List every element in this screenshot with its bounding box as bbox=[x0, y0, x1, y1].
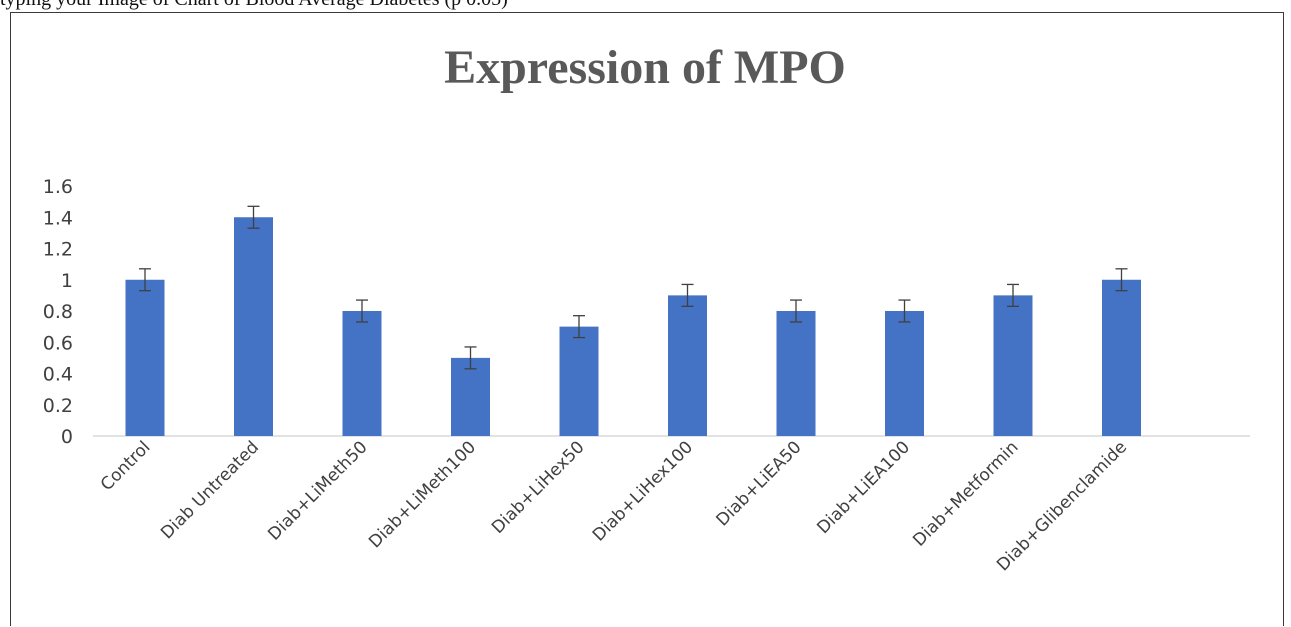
y-tick-label: 1.4 bbox=[43, 207, 73, 229]
bar-diab-metformin bbox=[993, 295, 1033, 436]
error-bar bbox=[139, 268, 151, 292]
x-tick-label: Diab+LiEA50 bbox=[713, 437, 806, 530]
x-tick-label: Diab+LiMeth100 bbox=[365, 437, 480, 552]
x-tick-label: Diab Untreated bbox=[157, 437, 263, 543]
bar-diab-liea50 bbox=[776, 311, 816, 436]
y-axis-ticks: 0 0.2 0.4 0.6 0.8 1 1.2 1.4 1.6 bbox=[43, 176, 73, 448]
y-tick-label: 1.6 bbox=[43, 176, 73, 198]
chart-title: Expression of MPO bbox=[444, 41, 846, 94]
bar-diab-liea100 bbox=[885, 311, 924, 436]
x-axis-ticks: Control Diab Untreated Diab+LiMeth50Diab+L… bbox=[97, 437, 1131, 575]
bar-control bbox=[125, 279, 165, 436]
bars-group bbox=[125, 217, 1141, 436]
y-tick-label: 1 bbox=[61, 270, 73, 292]
chart-frame bbox=[10, 12, 1284, 626]
error-bar bbox=[1115, 268, 1128, 292]
error-bar bbox=[356, 299, 368, 323]
bar-diab-lihex100 bbox=[668, 295, 707, 436]
bar-diab-limeth50 bbox=[342, 311, 382, 436]
x-tick-label: Diab+Metformin bbox=[909, 437, 1022, 550]
bar-diab-limeth100 bbox=[451, 357, 490, 436]
x-tick-label: Control bbox=[97, 437, 155, 495]
bar-diab-untreated bbox=[234, 217, 273, 436]
error-bar bbox=[790, 299, 802, 323]
x-tick-label: Diab+LiHex100 bbox=[589, 437, 697, 545]
x-tick-label: Diab+LiMeth50 bbox=[264, 437, 371, 544]
error-bar bbox=[1007, 283, 1019, 307]
bar-diab-lihex50 bbox=[559, 326, 599, 436]
error-bar bbox=[573, 315, 585, 339]
x-tick-label: Diab+LiEA100 bbox=[813, 437, 914, 538]
error-bar bbox=[247, 205, 260, 229]
error-bar bbox=[898, 299, 911, 323]
error-bar bbox=[681, 283, 694, 307]
y-tick-label: 0.2 bbox=[43, 395, 73, 417]
y-tick-label: 1.2 bbox=[43, 239, 73, 261]
y-tick-label: 0 bbox=[61, 426, 73, 448]
bar-diab-glibenclamide bbox=[1102, 279, 1141, 436]
y-tick-label: 0.8 bbox=[43, 301, 73, 323]
y-tick-label: 0.6 bbox=[43, 332, 73, 354]
error-bars-group bbox=[139, 205, 1128, 370]
error-bar bbox=[464, 346, 477, 370]
x-tick-label: Diab+LiHex50 bbox=[488, 437, 588, 537]
y-tick-label: 0.4 bbox=[43, 364, 73, 386]
page-caption-fragment: typing your Image of Chart of Blood Aver… bbox=[0, 0, 508, 11]
